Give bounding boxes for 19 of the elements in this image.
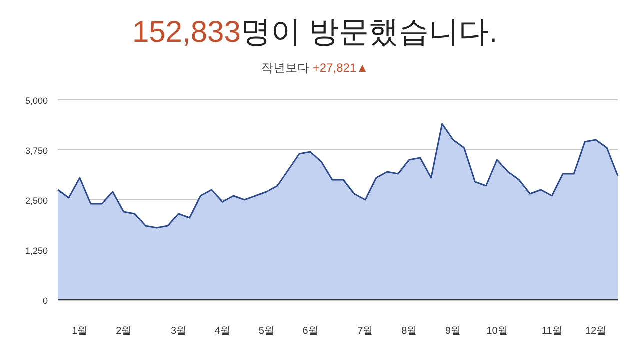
y-tick-label: 3,750 (25, 146, 48, 156)
y-tick-label: 5,000 (25, 96, 48, 106)
y-tick-label: 0 (42, 296, 48, 306)
chart-title: 152,833명이 방문했습니다. (132, 16, 498, 49)
x-tick-label: 8월 (402, 326, 418, 337)
y-tick-label: 2,500 (25, 196, 48, 206)
x-tick-label: 11월 (542, 326, 562, 337)
x-tick-label: 2월 (116, 326, 132, 337)
x-tick-label: 6월 (302, 326, 318, 337)
x-tick-label: 5월 (258, 326, 274, 337)
x-tick-label: 12월 (585, 326, 607, 337)
chart-subtitle: 작년보다 +27,821▲ (262, 61, 368, 75)
x-tick-label: 10월 (486, 326, 508, 337)
x-tick-label: 3월 (171, 326, 187, 337)
y-tick-label: 1,250 (25, 246, 48, 256)
x-tick-label: 4월 (214, 326, 230, 337)
x-tick-label: 9월 (446, 326, 462, 337)
x-tick-label: 7월 (358, 326, 374, 337)
x-tick-label: 1월 (72, 326, 88, 337)
